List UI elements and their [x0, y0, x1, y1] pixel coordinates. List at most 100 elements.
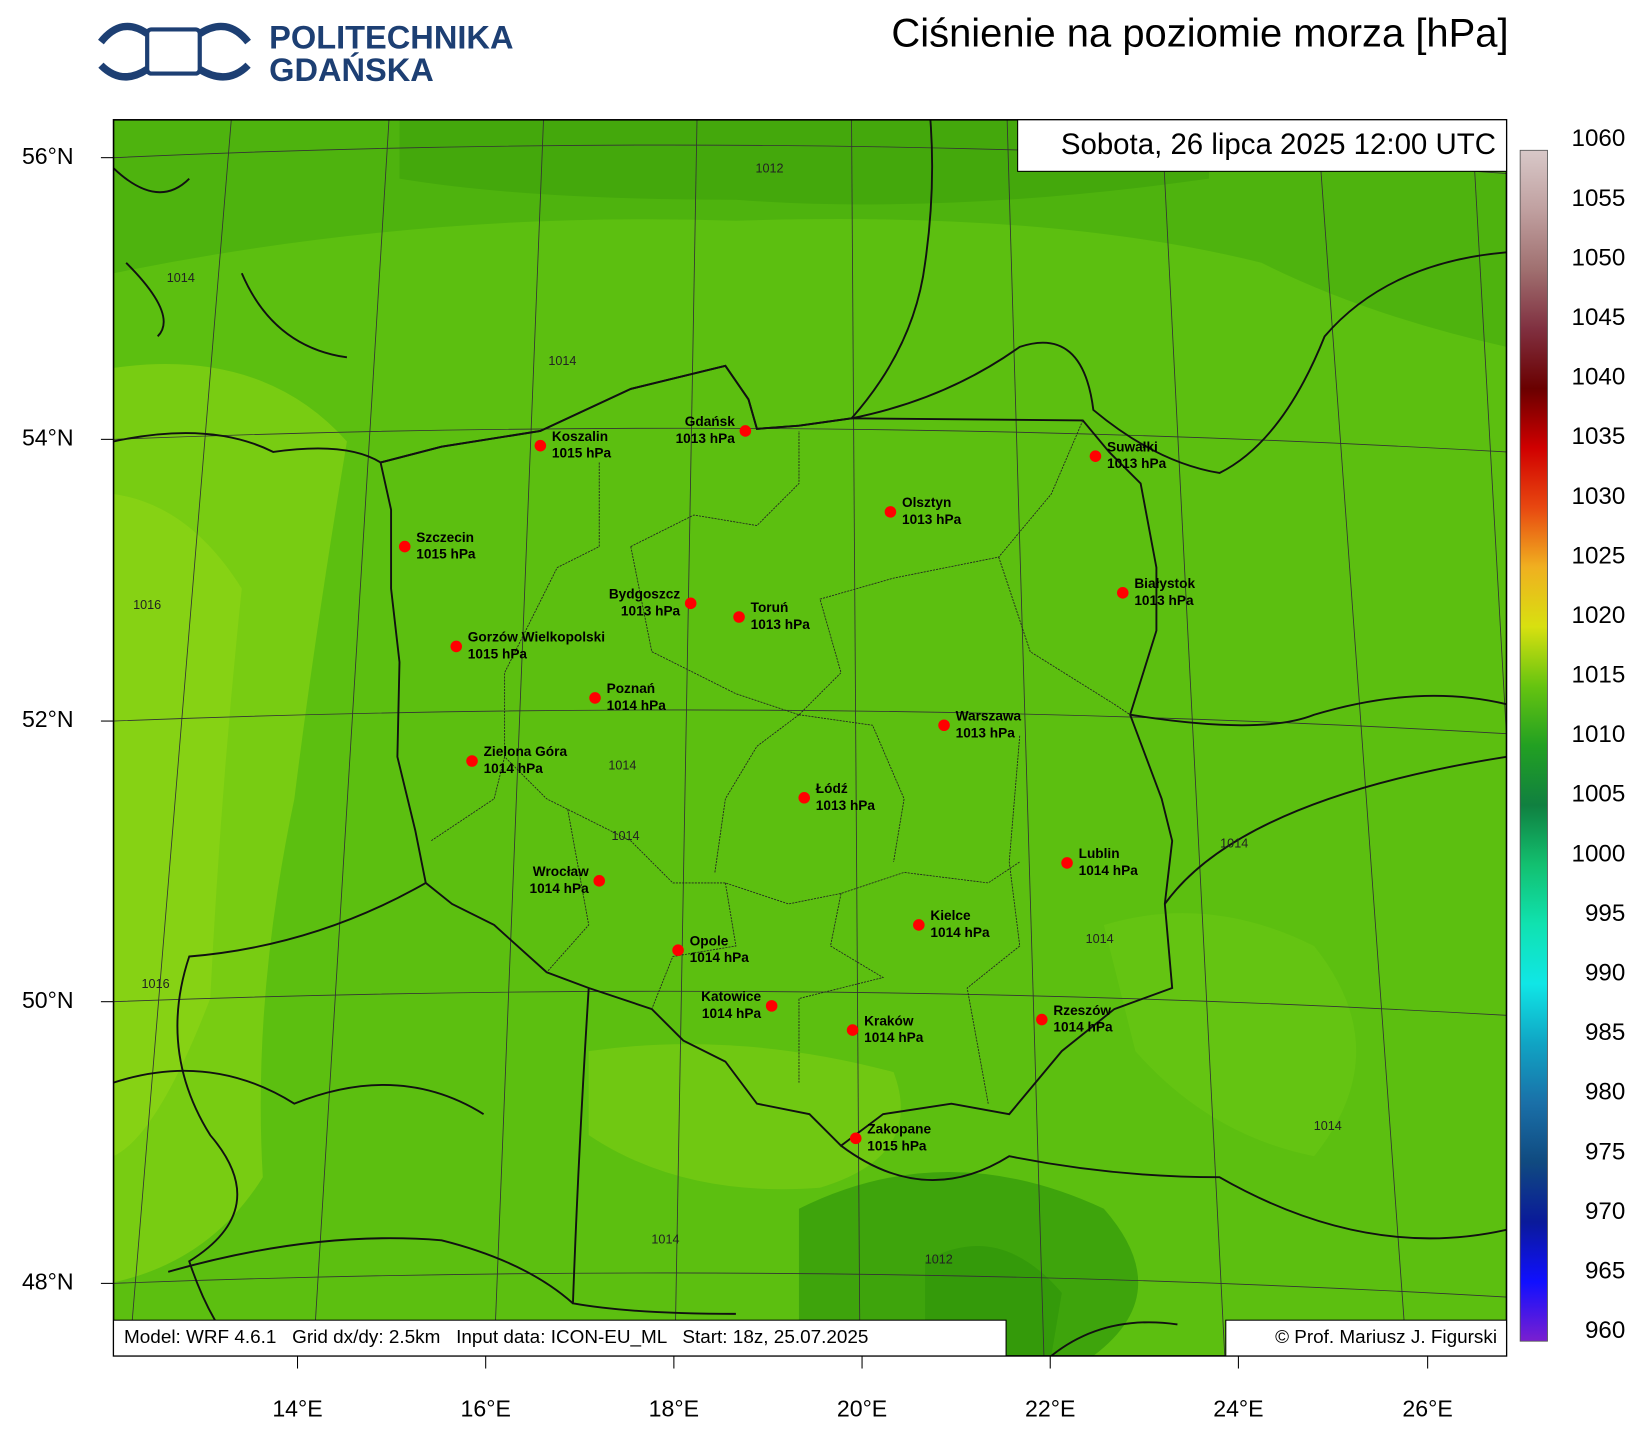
city: Rzeszów 1014 hPa — [1036, 1003, 1113, 1035]
city: Poznań 1014 hPa — [589, 681, 666, 713]
poland-border — [379, 364, 1174, 1147]
colorbar-label: 980 — [1585, 1079, 1625, 1106]
city: Suwałki 1013 hPa — [1089, 439, 1167, 471]
city-name: Gdańsk — [685, 414, 736, 429]
city-name: Łódź — [816, 781, 848, 796]
coastline — [851, 251, 1507, 474]
city-name: Suwałki — [1107, 439, 1158, 454]
city-name: Katowice — [701, 989, 761, 1004]
city-name: Gorzów Wielkopolski — [468, 630, 605, 645]
contour-labels: 1012 1014 1014 1016 1014 1014 1014 1014 1016 1014… — [133, 162, 1342, 1267]
contour-label: 1014 — [611, 829, 639, 843]
country-border — [176, 882, 427, 1356]
city-marker — [672, 944, 684, 956]
city-name: Poznań — [607, 681, 656, 696]
city-pressure: 1013 hPa — [621, 603, 681, 618]
city-name: Kielce — [930, 908, 971, 923]
city: Zielona Góra 1014 hPa — [466, 744, 567, 776]
city: Olsztyn 1013 hPa — [884, 495, 962, 527]
city: Łódź 1013 hPa — [798, 781, 875, 813]
footer-box — [113, 1319, 1007, 1357]
city-marker — [466, 755, 478, 767]
city-name: Wrocław — [533, 864, 589, 879]
lon-label: 20°E — [837, 1396, 887, 1422]
colorbar-label: 995 — [1585, 900, 1625, 927]
colorbar-label: 985 — [1585, 1019, 1625, 1046]
colorbar-label: 1015 — [1572, 662, 1626, 689]
contour-label: 1014 — [548, 354, 576, 368]
pressure-zone — [113, 494, 242, 1157]
graticule-line — [674, 119, 698, 1356]
graticule-line — [1316, 119, 1408, 1356]
city-marker — [884, 506, 897, 518]
city: Wrocław 1014 hPa — [529, 864, 606, 896]
cities: Koszalin 1015 hPa Gdańsk 1013 hPa Szczecin 10… — [398, 414, 1195, 1153]
lat-label: 50°N — [22, 987, 74, 1013]
country-border — [1129, 694, 1507, 727]
borders — [113, 119, 1507, 1356]
lat-label: 48°N — [22, 1268, 74, 1294]
lon-label: 16°E — [461, 1396, 511, 1422]
graticule-line — [1471, 119, 1507, 736]
pressure-zone — [399, 119, 1209, 205]
footer-box — [1225, 1319, 1508, 1357]
pressure-zone — [588, 1044, 901, 1190]
city: Koszalin 1015 hPa — [534, 429, 612, 461]
city: Kielce 1014 hPa — [913, 908, 990, 940]
colorbar-label: 1000 — [1572, 840, 1626, 867]
lon-label: 14°E — [272, 1396, 322, 1422]
logo: POLITECHNIKA GDAŃSKA — [98, 20, 513, 88]
contour-label: 1012 — [756, 162, 784, 176]
city-name: Bydgoszcz — [609, 587, 681, 602]
colorbar-label: 970 — [1585, 1198, 1625, 1225]
contour-label: 1016 — [142, 977, 170, 991]
city: Warszawa 1013 hPa — [938, 708, 1022, 740]
city-name: Kraków — [864, 1013, 914, 1028]
lon-label: 22°E — [1025, 1396, 1075, 1422]
colorbar-label: 1045 — [1572, 304, 1626, 331]
lat-label: 54°N — [22, 424, 74, 450]
copyright: © Prof. Mariusz J. Figurski — [1275, 1327, 1497, 1348]
logo-griffins — [98, 22, 251, 81]
city-name: Opole — [690, 933, 729, 948]
city-pressure: 1013 hPa — [816, 798, 876, 813]
colorbar-label: 960 — [1585, 1317, 1625, 1344]
colorbar-label: 1020 — [1572, 602, 1626, 629]
city-marker — [846, 1024, 859, 1036]
city-pressure: 1013 hPa — [1134, 593, 1194, 608]
city-name: Warszawa — [956, 708, 1022, 723]
city-pressure: 1013 hPa — [751, 617, 811, 632]
colorbar-label: 1060 — [1572, 125, 1626, 152]
city-pressure: 1013 hPa — [902, 512, 962, 527]
model-info: Model: WRF 4.6.1 Grid dx/dy: 2.5km Input… — [124, 1327, 868, 1348]
city-marker — [589, 692, 601, 704]
voivodeship-borders — [430, 420, 1131, 1104]
city-name: Zakopane — [867, 1122, 931, 1137]
admin-border — [630, 420, 1084, 716]
country-border — [1164, 755, 1507, 905]
city-pressure: 1014 hPa — [864, 1030, 924, 1045]
contour-label: 1014 — [651, 1233, 679, 1247]
city-pressure: 1015 hPa — [416, 547, 476, 562]
country-border — [1050, 1321, 1178, 1356]
city-pressure: 1014 hPa — [529, 881, 589, 896]
country-border — [840, 1144, 1507, 1240]
city-pressure: 1014 hPa — [484, 761, 544, 776]
city-name: Rzeszów — [1053, 1003, 1111, 1018]
city-pressure: 1014 hPa — [690, 950, 750, 965]
logo-emblem — [145, 27, 202, 76]
colorbar-label: 1035 — [1572, 423, 1626, 450]
city-name: Białystok — [1134, 576, 1195, 591]
city-marker — [534, 439, 547, 452]
city-pressure: 1015 hPa — [552, 446, 612, 461]
city-pressure: 1014 hPa — [930, 925, 990, 940]
map-title: Ciśnienie na poziomie morza [hPa] — [891, 11, 1508, 55]
city-pressure: 1014 hPa — [702, 1006, 762, 1021]
colorbar-label: 1055 — [1572, 185, 1626, 212]
lon-label: 18°E — [649, 1396, 699, 1422]
colorbar-label: 1005 — [1572, 781, 1626, 808]
